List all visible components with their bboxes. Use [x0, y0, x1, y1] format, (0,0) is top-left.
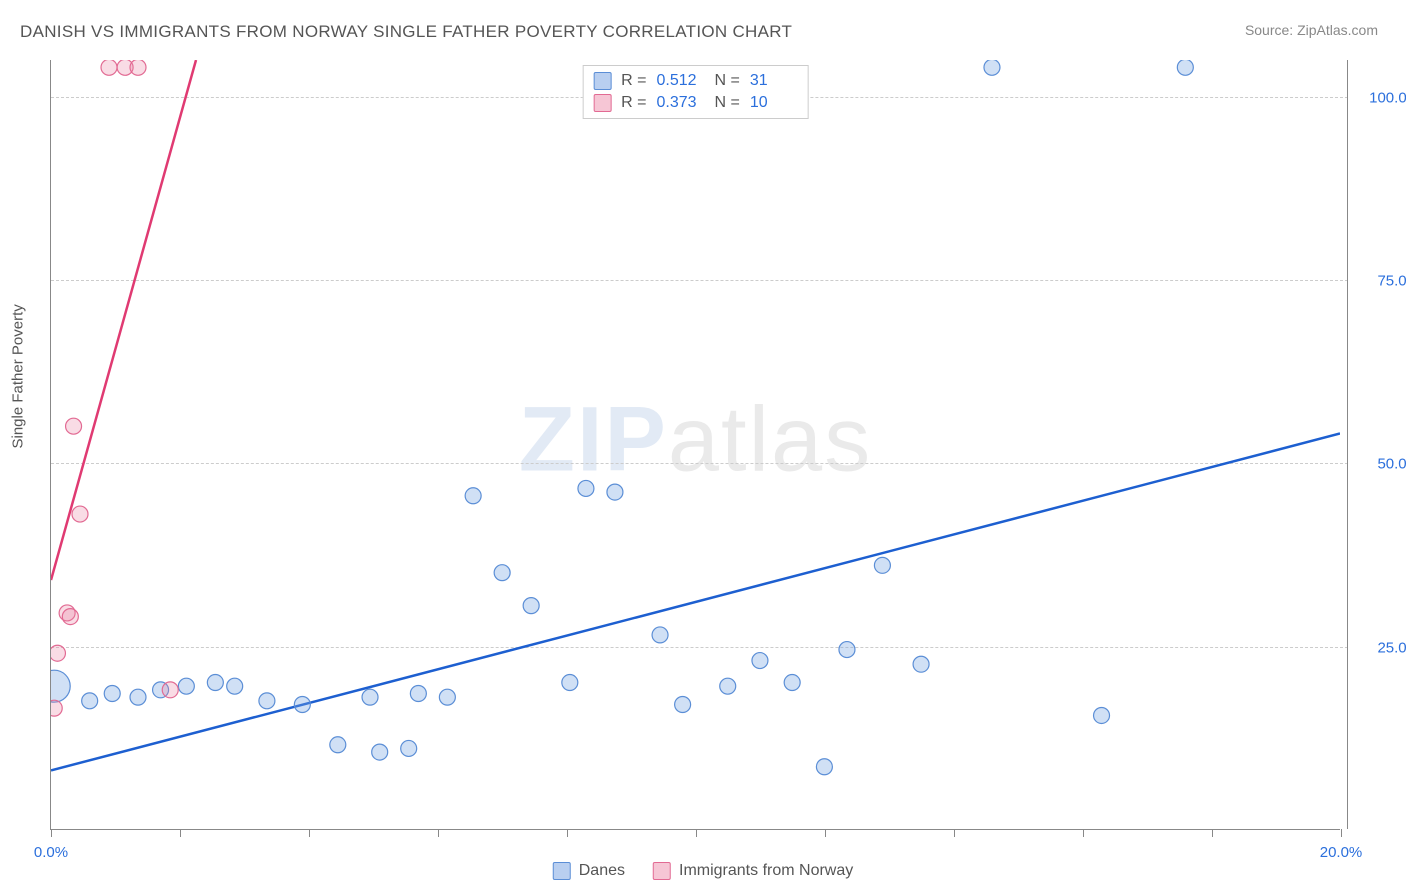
x-tick — [567, 829, 568, 837]
data-point — [178, 678, 194, 694]
data-point — [1177, 60, 1193, 75]
data-point — [130, 60, 146, 75]
legend-item-norway: Immigrants from Norway — [653, 862, 853, 880]
data-point — [104, 686, 120, 702]
data-point — [294, 697, 310, 713]
x-tick — [1212, 829, 1213, 837]
r-label-1: R = — [621, 94, 646, 112]
x-tick-label: 20.0% — [1320, 844, 1363, 861]
plot-area: ZIPatlas 25.0%50.0%75.0%100.0% 0.0%20.0%… — [50, 60, 1340, 830]
data-point — [1094, 707, 1110, 723]
data-point — [59, 605, 75, 621]
bottom-legend: Danes Immigrants from Norway — [553, 862, 854, 880]
x-tick — [1341, 829, 1342, 837]
data-point — [523, 598, 539, 614]
gridline: 75.0% — [51, 280, 1348, 281]
x-tick — [309, 829, 310, 837]
x-tick-label: 0.0% — [34, 844, 68, 861]
watermark-atlas: atlas — [668, 388, 872, 490]
data-point — [66, 418, 82, 434]
trend-line — [51, 434, 1340, 771]
data-point — [130, 689, 146, 705]
data-point — [913, 656, 929, 672]
data-point — [82, 693, 98, 709]
data-point — [720, 678, 736, 694]
x-tick — [696, 829, 697, 837]
data-point — [752, 653, 768, 669]
swatch-danes — [593, 72, 611, 90]
x-tick — [1083, 829, 1084, 837]
y-tick-label: 100.0% — [1360, 89, 1406, 106]
data-point — [51, 700, 62, 716]
data-point — [101, 60, 117, 75]
y-tick-label: 75.0% — [1360, 273, 1406, 290]
data-point — [984, 60, 1000, 75]
r-label-0: R = — [621, 72, 646, 90]
stats-row-0: R = 0.512 N = 31 — [593, 70, 798, 92]
trend-line — [51, 60, 196, 580]
n-value-0: 31 — [750, 72, 798, 90]
swatch-norway — [593, 94, 611, 112]
data-point — [816, 759, 832, 775]
watermark-zip: ZIP — [519, 388, 668, 490]
y-tick-label: 50.0% — [1360, 456, 1406, 473]
data-point — [362, 689, 378, 705]
y-axis-label: Single Father Poverty — [10, 304, 27, 448]
data-point — [439, 689, 455, 705]
r-value-0: 0.512 — [657, 72, 705, 90]
stats-row-1: R = 0.373 N = 10 — [593, 92, 798, 114]
data-point — [784, 675, 800, 691]
n-value-1: 10 — [750, 94, 798, 112]
y-tick-label: 25.0% — [1360, 639, 1406, 656]
data-point — [117, 60, 133, 75]
x-tick — [438, 829, 439, 837]
data-point — [259, 693, 275, 709]
data-point — [562, 675, 578, 691]
data-point — [874, 557, 890, 573]
data-point — [162, 682, 178, 698]
chart-title: DANISH VS IMMIGRANTS FROM NORWAY SINGLE … — [20, 22, 792, 42]
source-attribution: Source: ZipAtlas.com — [1245, 22, 1378, 38]
legend-swatch-danes — [553, 862, 571, 880]
data-point — [401, 740, 417, 756]
gridline: 50.0% — [51, 463, 1348, 464]
data-point — [72, 506, 88, 522]
r-value-1: 0.373 — [657, 94, 705, 112]
chart-svg — [51, 60, 1340, 829]
data-point — [652, 627, 668, 643]
data-point — [607, 484, 623, 500]
legend-item-danes: Danes — [553, 862, 625, 880]
data-point — [227, 678, 243, 694]
data-point — [675, 697, 691, 713]
watermark: ZIPatlas — [519, 387, 872, 492]
data-point — [578, 480, 594, 496]
data-point — [62, 609, 78, 625]
n-label-1: N = — [715, 94, 740, 112]
x-tick — [180, 829, 181, 837]
x-tick — [825, 829, 826, 837]
data-point — [494, 565, 510, 581]
data-point — [372, 744, 388, 760]
data-point — [330, 737, 346, 753]
data-point — [207, 675, 223, 691]
data-point — [410, 686, 426, 702]
data-point — [51, 670, 70, 702]
gridline: 25.0% — [51, 647, 1348, 648]
stats-legend: R = 0.512 N = 31 R = 0.373 N = 10 — [582, 65, 809, 119]
x-tick — [51, 829, 52, 837]
legend-label-norway: Immigrants from Norway — [679, 862, 853, 880]
x-tick — [954, 829, 955, 837]
legend-label-danes: Danes — [579, 862, 625, 880]
data-point — [839, 642, 855, 658]
data-point — [153, 682, 169, 698]
data-point — [465, 488, 481, 504]
n-label-0: N = — [715, 72, 740, 90]
legend-swatch-norway — [653, 862, 671, 880]
